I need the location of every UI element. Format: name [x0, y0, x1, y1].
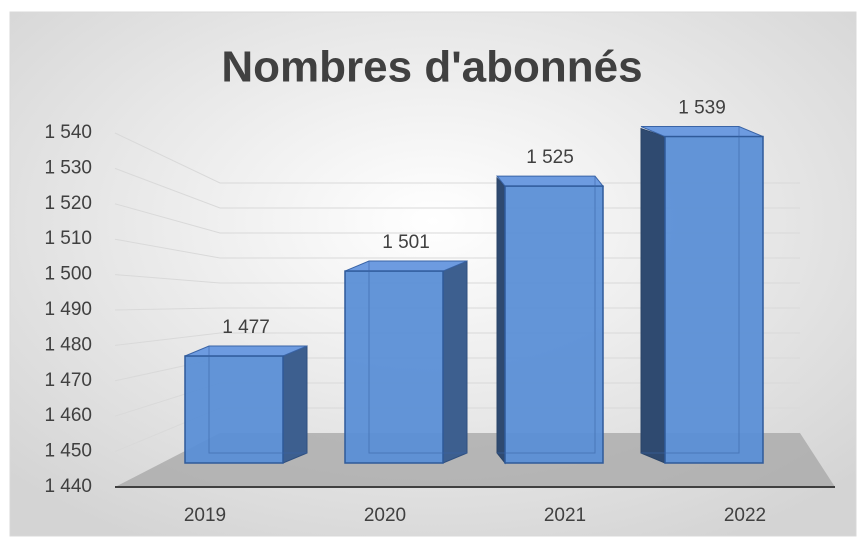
y-tick-label: 1 440 — [44, 476, 92, 497]
x-tick-label: 2020 — [364, 505, 406, 526]
bar-side — [640, 127, 666, 464]
bar — [184, 345, 308, 464]
bar-side — [282, 345, 308, 464]
y-tick-label: 1 540 — [44, 122, 92, 143]
grid-line — [114, 203, 800, 234]
y-tick-label: 1 450 — [44, 441, 92, 462]
data-label: 1 477 — [222, 317, 270, 338]
y-tick-label: 1 490 — [44, 299, 92, 320]
grid-line — [114, 167, 800, 209]
y-tick-label: 1 470 — [44, 370, 92, 391]
bar-front — [664, 135, 764, 464]
y-tick-label: 1 480 — [44, 334, 92, 355]
y-tick-label: 1 530 — [44, 157, 92, 178]
bar — [344, 260, 468, 464]
bar-edge — [368, 261, 467, 454]
bar — [495, 175, 605, 465]
grid-line — [114, 332, 800, 346]
bar-front — [504, 185, 604, 464]
bar-top — [495, 175, 605, 187]
chart-title: Nombres d'abonnés — [221, 43, 642, 92]
bar — [640, 126, 764, 464]
grid-line — [114, 274, 800, 284]
x-tick-label: 2019 — [184, 505, 226, 526]
x-tick-label: 2021 — [544, 505, 586, 526]
grid-line — [114, 132, 800, 184]
bar-edge — [208, 346, 307, 454]
grid-line — [114, 238, 800, 259]
bar-front — [184, 355, 284, 464]
x-tick-label: 2022 — [724, 505, 766, 526]
bar-edge — [641, 126, 740, 454]
data-label: 1 501 — [382, 232, 430, 253]
bar-side — [496, 176, 506, 465]
y-tick-label: 1 460 — [44, 405, 92, 426]
y-tick-label: 1 510 — [44, 228, 92, 249]
bar-front — [344, 270, 444, 464]
y-tick-label: 1 520 — [44, 193, 92, 214]
data-label: 1 525 — [526, 147, 574, 168]
bar-edge — [497, 176, 596, 454]
data-label: 1 539 — [678, 98, 726, 119]
y-tick-label: 1 500 — [44, 264, 92, 285]
grid-line — [114, 307, 800, 311]
bar-side — [442, 260, 468, 464]
